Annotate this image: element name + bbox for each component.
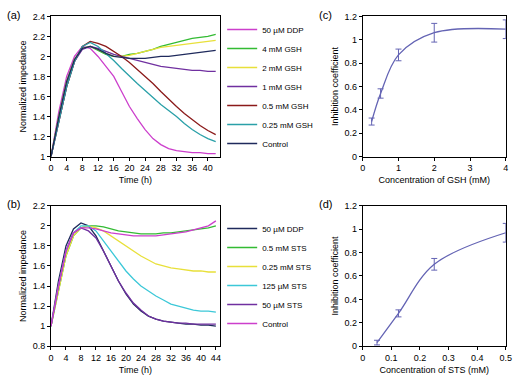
svg-text:Time (h): Time (h) [119,365,152,375]
svg-text:3: 3 [468,163,473,173]
svg-text:0.4: 0.4 [344,295,357,305]
svg-text:1.2: 1.2 [33,301,46,311]
svg-text:1: 1 [352,35,357,45]
svg-text:36: 36 [187,163,197,173]
svg-text:0.8: 0.8 [344,248,357,258]
svg-text:1.2: 1.2 [33,132,46,142]
svg-text:0.25 mM STS: 0.25 mM STS [262,263,311,272]
svg-text:16: 16 [109,163,119,173]
svg-text:8: 8 [80,163,85,173]
svg-text:Inhibition coefficient: Inhibition coefficient [330,236,340,315]
svg-text:12: 12 [93,163,103,173]
svg-text:(a): (a) [7,9,20,21]
svg-text:50 µM STS: 50 µM STS [262,301,302,310]
svg-text:28: 28 [151,353,161,363]
svg-text:0.8: 0.8 [344,58,357,68]
svg-text:0.2: 0.2 [344,128,357,138]
svg-text:24: 24 [136,353,146,363]
svg-text:4: 4 [64,163,69,173]
svg-text:2: 2 [432,163,437,173]
svg-text:4: 4 [63,353,68,363]
svg-text:0.5: 0.5 [500,353,513,363]
svg-text:0: 0 [360,353,365,363]
svg-text:44: 44 [211,353,221,363]
svg-text:1: 1 [40,321,45,331]
svg-text:1.2: 1.2 [344,12,357,22]
svg-text:1: 1 [352,224,357,234]
svg-text:1.8: 1.8 [33,241,46,251]
svg-text:0: 0 [48,163,53,173]
svg-text:Inhibition coefficient: Inhibition coefficient [330,47,340,126]
svg-text:2.2: 2.2 [33,201,46,211]
svg-text:1.4: 1.4 [33,112,46,122]
svg-text:12: 12 [91,353,101,363]
svg-text:0.5 mM STS: 0.5 mM STS [262,244,306,253]
svg-text:50 µM DDP: 50 µM DDP [262,26,304,35]
svg-text:Normalized impedance: Normalized impedance [18,40,28,132]
svg-text:28: 28 [156,163,166,173]
svg-text:(c): (c) [319,9,332,21]
svg-text:0.8: 0.8 [33,341,46,351]
svg-text:32: 32 [171,163,181,173]
svg-text:0: 0 [48,353,53,363]
svg-text:0.3: 0.3 [442,353,455,363]
svg-text:125 µM STS: 125 µM STS [262,282,307,291]
svg-text:0: 0 [352,341,357,351]
svg-text:0.5 mM GSH: 0.5 mM GSH [262,102,308,111]
svg-text:2: 2 [40,221,45,231]
svg-text:36: 36 [181,353,191,363]
svg-text:0: 0 [352,152,357,162]
svg-text:Normalized impedance: Normalized impedance [18,230,28,322]
svg-text:Concentration of GSH (mM): Concentration of GSH (mM) [378,175,490,185]
svg-text:50 µM DDP: 50 µM DDP [262,225,304,234]
svg-text:(b): (b) [7,198,20,210]
svg-text:1: 1 [40,152,45,162]
svg-text:Control: Control [262,140,288,149]
svg-text:1 mM GSH: 1 mM GSH [262,83,302,92]
svg-text:1.6: 1.6 [33,92,46,102]
svg-text:0.4: 0.4 [344,105,357,115]
svg-text:0.4: 0.4 [471,353,484,363]
svg-text:0: 0 [360,163,365,173]
svg-text:2 mM GSH: 2 mM GSH [262,64,302,73]
svg-text:32: 32 [166,353,176,363]
svg-text:0.2: 0.2 [344,318,357,328]
svg-text:40: 40 [196,353,206,363]
svg-text:1: 1 [396,163,401,173]
svg-text:24: 24 [140,163,150,173]
svg-text:40: 40 [203,163,213,173]
svg-text:4: 4 [503,163,508,173]
svg-text:16: 16 [106,353,116,363]
svg-text:Control: Control [262,320,288,329]
svg-text:4 mM GSH: 4 mM GSH [262,45,302,54]
svg-text:0.1: 0.1 [385,353,398,363]
svg-text:20: 20 [121,353,131,363]
svg-text:8: 8 [78,353,83,363]
svg-text:0.2: 0.2 [414,353,427,363]
svg-text:0.6: 0.6 [344,82,357,92]
svg-text:20: 20 [124,163,134,173]
svg-text:Time (h): Time (h) [119,175,152,185]
svg-text:Concentration of STS (mM): Concentration of STS (mM) [379,365,489,375]
svg-text:1.6: 1.6 [33,261,46,271]
svg-text:0.6: 0.6 [344,271,357,281]
svg-text:1.4: 1.4 [33,281,46,291]
svg-text:(d): (d) [319,198,332,210]
svg-text:1.8: 1.8 [33,72,46,82]
svg-text:2.2: 2.2 [33,32,46,42]
svg-text:2.4: 2.4 [33,12,46,22]
svg-text:0.25 mM GSH: 0.25 mM GSH [262,121,313,130]
svg-text:1.2: 1.2 [344,201,357,211]
svg-text:2: 2 [40,52,45,62]
